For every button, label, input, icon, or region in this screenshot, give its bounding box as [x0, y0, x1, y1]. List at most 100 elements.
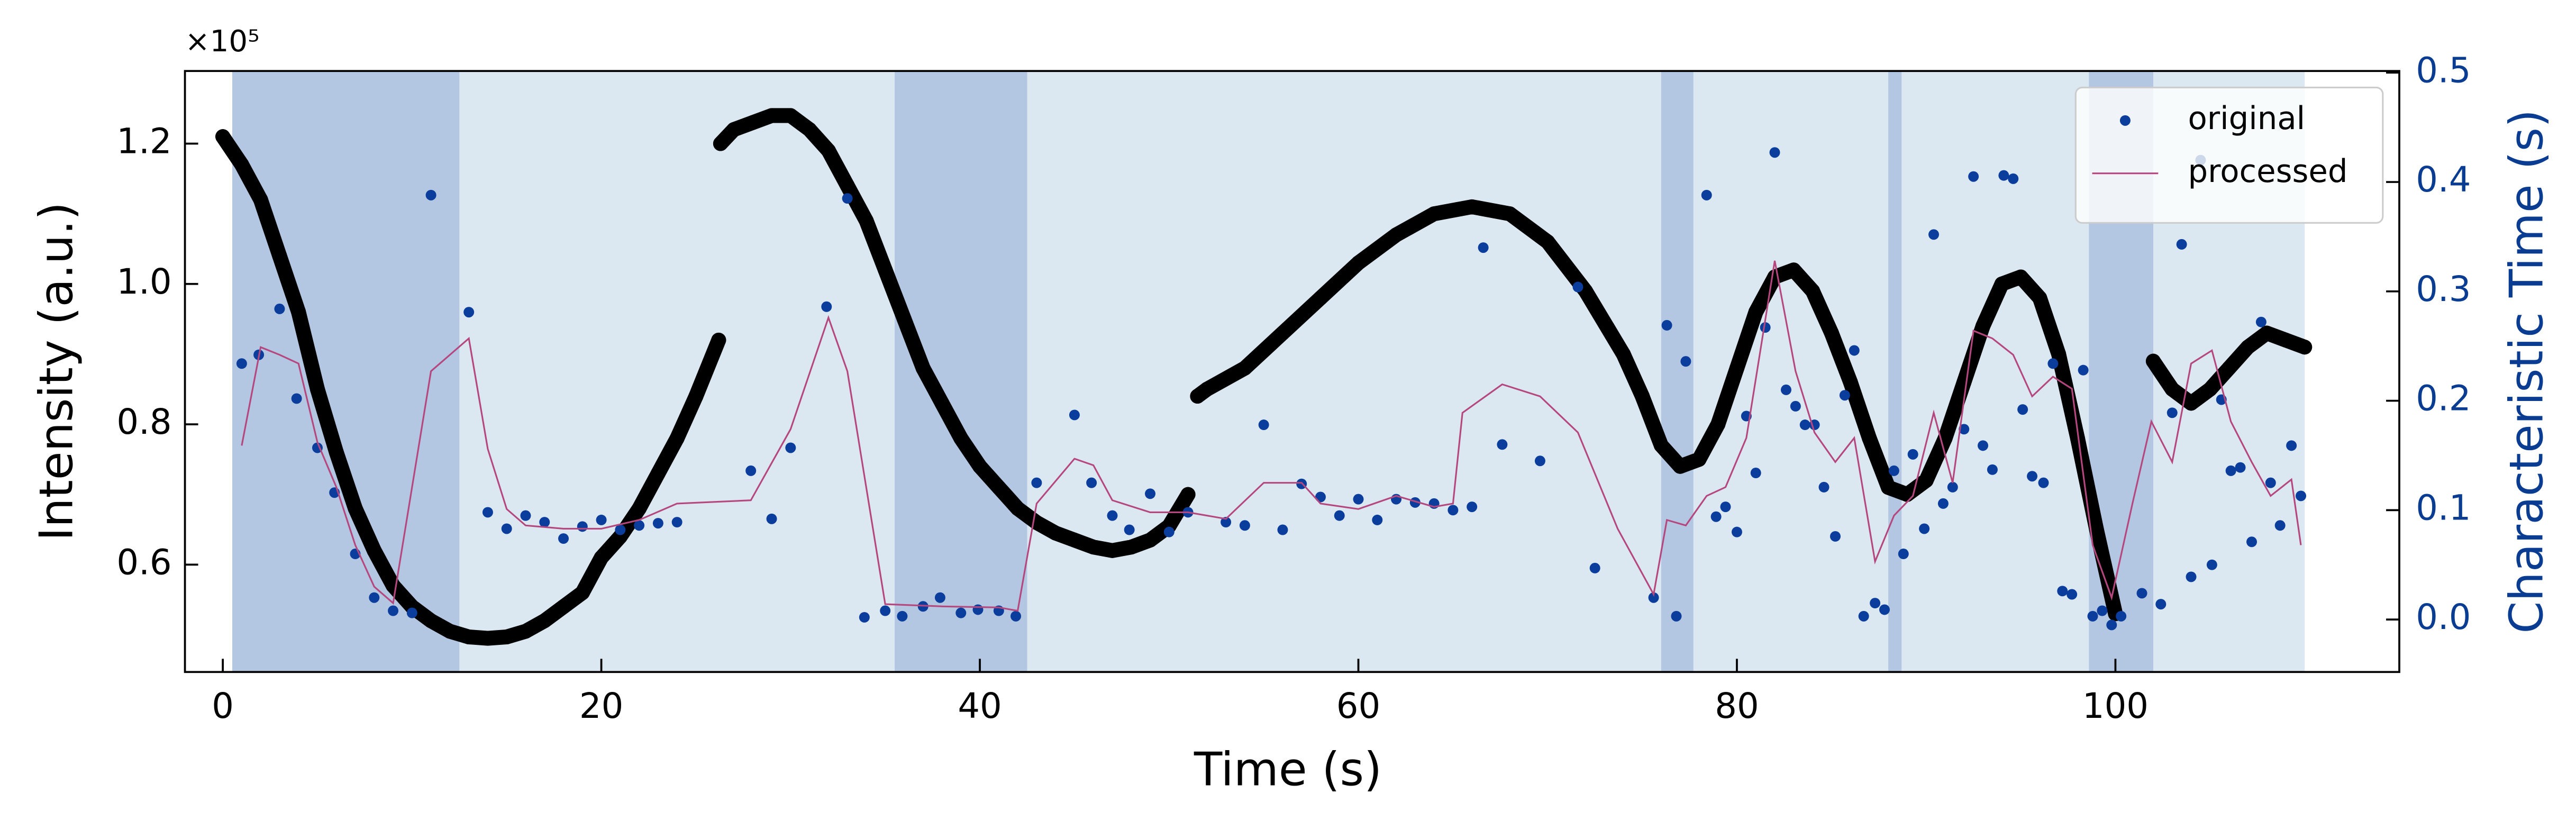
- point: [1107, 510, 1118, 521]
- intensity-point: [442, 624, 458, 639]
- intensity-point: [253, 192, 268, 207]
- intensity-point: [2183, 396, 2199, 411]
- intensity-point: [1881, 480, 1896, 495]
- intensity-point: [234, 157, 249, 172]
- point: [1750, 468, 1761, 479]
- point: [2008, 173, 2019, 184]
- point: [634, 520, 645, 531]
- y2-tick-label: 0.2: [2416, 379, 2471, 419]
- intensity-point: [2222, 360, 2237, 376]
- intensity-point: [2240, 340, 2255, 355]
- point: [520, 510, 531, 521]
- intensity-point: [518, 624, 533, 639]
- intensity-point: [2278, 332, 2293, 348]
- point: [1839, 390, 1850, 401]
- point: [1780, 384, 1791, 395]
- intensity-point: [1710, 417, 1726, 432]
- intensity-point: [1389, 227, 1404, 242]
- point: [1978, 440, 1989, 451]
- point: [1720, 501, 1731, 513]
- intensity-point: [2202, 381, 2218, 397]
- intensity-point: [972, 459, 988, 474]
- intensity-point: [1805, 284, 1821, 299]
- point: [1701, 189, 1712, 200]
- intensity-point: [1729, 360, 1745, 376]
- point: [897, 610, 908, 622]
- point: [1928, 229, 1939, 240]
- y-tick-label: 0.6: [116, 542, 171, 582]
- intensity-point: [2297, 340, 2313, 355]
- intensity-point: [1653, 437, 1669, 453]
- y-offset-label: ×10⁵: [185, 24, 260, 59]
- intensity-point: [1067, 532, 1082, 548]
- point: [1879, 604, 1890, 615]
- point: [1671, 610, 1682, 622]
- intensity-point: [1672, 459, 1688, 474]
- point: [1589, 562, 1600, 573]
- point: [1907, 449, 1918, 460]
- point: [1069, 409, 1080, 421]
- span: [1888, 71, 1902, 672]
- point: [2286, 440, 2297, 451]
- point: [2067, 589, 2078, 600]
- point: [2265, 477, 2276, 488]
- intensity-point: [1691, 452, 1707, 467]
- legend-label: original: [2188, 100, 2306, 136]
- point: [2087, 610, 2098, 622]
- intensity-point: [1540, 234, 1555, 250]
- point: [2274, 520, 2286, 531]
- point: [1353, 494, 1364, 505]
- point: [1858, 610, 1869, 622]
- point: [2255, 316, 2266, 327]
- y2-axis-label: Characteristic Time (s): [2500, 110, 2554, 634]
- legend-label: processed: [2188, 153, 2348, 189]
- intensity-point: [480, 631, 495, 646]
- intensity-point: [650, 466, 666, 481]
- intensity-point: [291, 304, 306, 320]
- point: [236, 358, 247, 369]
- point: [745, 465, 757, 476]
- point: [1888, 465, 1899, 476]
- point: [1998, 170, 2009, 181]
- point: [1534, 455, 1545, 467]
- intensity-point: [1426, 206, 1442, 222]
- point: [1258, 419, 1269, 431]
- point: [274, 303, 285, 314]
- intensity-point: [1199, 381, 1215, 397]
- point: [2106, 619, 2117, 631]
- intensity-point: [423, 613, 439, 628]
- point: [2225, 465, 2236, 476]
- intensity-point: [1786, 262, 1801, 278]
- y-axis-label: Intensity (a.u.): [29, 202, 83, 541]
- y2-tick-label: 0.3: [2416, 269, 2471, 309]
- intensity-point: [896, 312, 912, 327]
- intensity-point: [1616, 346, 1631, 362]
- point: [766, 513, 777, 524]
- intensity-point: [499, 629, 514, 645]
- intensity-point: [556, 599, 571, 614]
- point: [1919, 523, 1930, 534]
- point: [2017, 404, 2028, 415]
- intensity-point: [745, 115, 760, 130]
- intensity-point: [1843, 375, 1858, 390]
- point: [463, 307, 475, 318]
- point: [2246, 536, 2257, 548]
- intensity-point: [2259, 325, 2274, 341]
- point: [880, 605, 891, 616]
- legend: original processed: [2074, 86, 2384, 224]
- point: [955, 607, 967, 618]
- point: [2116, 610, 2127, 622]
- point: [1680, 356, 1691, 367]
- point: [1334, 510, 1345, 521]
- legend-marker: [2119, 115, 2131, 126]
- intensity-point: [878, 262, 893, 278]
- line: [241, 260, 2302, 612]
- point: [821, 301, 832, 312]
- point: [2186, 571, 2197, 582]
- point: [2155, 599, 2167, 610]
- point: [539, 517, 550, 528]
- point: [1898, 549, 1909, 560]
- intensity-point: [802, 122, 817, 138]
- point: [501, 523, 512, 534]
